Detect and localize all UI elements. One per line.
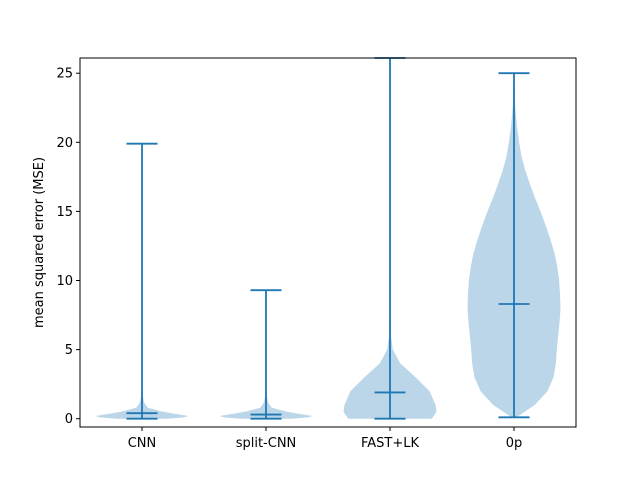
violins-layer [95, 57, 561, 420]
x-tick-label: 0p [506, 436, 523, 451]
plot-frame [79, 57, 577, 428]
y-tick-label: 25 [56, 67, 73, 82]
y-tick-label: 0 [65, 412, 73, 427]
y-tick-label: 10 [56, 274, 73, 289]
y-axis-label: mean squared error (MSE) [32, 157, 47, 328]
x-axis-ticks: CNN split-CNN FAST+LK 0p [128, 427, 523, 451]
y-axis-ticks: 0 5 10 15 20 25 [56, 67, 80, 427]
x-tick-label: FAST+LK [361, 436, 420, 451]
x-tick-label: split-CNN [236, 436, 297, 451]
y-tick-label: 15 [56, 205, 73, 220]
y-tick-label: 20 [56, 136, 73, 151]
x-tick-label: CNN [128, 436, 157, 451]
y-tick-label: 5 [65, 343, 73, 358]
